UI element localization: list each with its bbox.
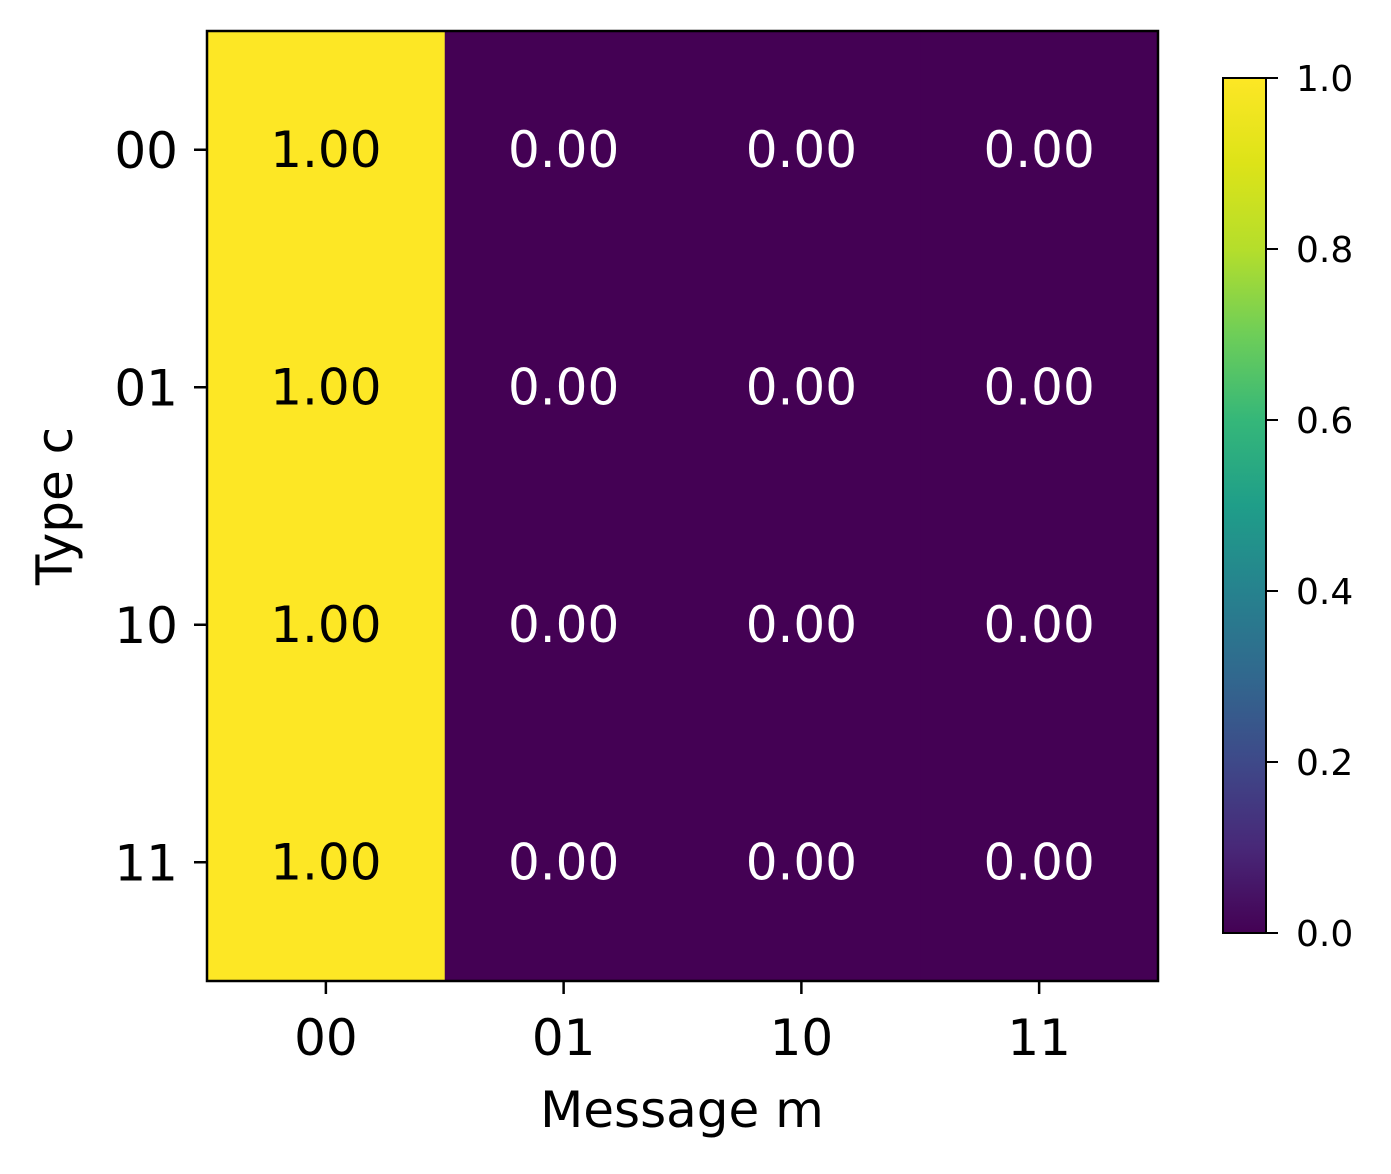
colorbar-tick-label-0.2: 0.2 — [1296, 743, 1353, 784]
cell-label-01-11: 0.00 — [983, 358, 1094, 416]
x-axis-title: Message m — [540, 1081, 824, 1139]
heatmap-cell-00-00 — [207, 31, 446, 269]
x-tick-label-00: 00 — [294, 1009, 358, 1067]
heatmap-cell-00-10 — [682, 31, 921, 269]
cell-label-11-00: 1.00 — [270, 833, 381, 891]
heatmap-cell-11-11 — [920, 743, 1159, 982]
colorbar-tick-label-0.4: 0.4 — [1296, 572, 1353, 613]
cell-label-00-10: 0.00 — [746, 121, 857, 179]
heatmap-cell-10-00 — [207, 506, 446, 744]
heatmap-cell-01-11 — [920, 268, 1159, 507]
x-tick-label-10: 10 — [770, 1009, 834, 1067]
cell-label-00-01: 0.00 — [508, 121, 619, 179]
heatmap-cell-11-10 — [682, 743, 921, 982]
y-axis: 00 01 10 11 — [114, 122, 207, 892]
heatmap-cell-01-10 — [682, 268, 921, 507]
colorbar-gradient — [1222, 77, 1267, 934]
cell-label-11-11: 0.00 — [983, 833, 1094, 891]
heatmap-cell-01-01 — [444, 268, 683, 507]
colorbar-tick-label-0.6: 0.6 — [1296, 401, 1353, 442]
heatmap-cell-00-11 — [920, 31, 1159, 269]
x-axis: 00 01 10 11 — [294, 981, 1071, 1067]
y-axis-title: Type c — [26, 427, 84, 586]
y-tick-label-10: 10 — [114, 597, 178, 655]
heatmap-cell-01-00 — [207, 268, 446, 507]
plot-frame — [205, 29, 1160, 983]
cell-labels: 1.00 0.00 0.00 0.00 1.00 0.00 0.00 0.00 1.00 0.00… — [270, 121, 1095, 892]
heatmap-cells — [207, 31, 1159, 982]
x-tick-label-01: 01 — [532, 1009, 596, 1067]
heatmap-cell-11-00 — [207, 743, 446, 982]
colorbar-tick-label-1.0: 1.0 — [1296, 59, 1353, 100]
cell-label-01-01: 0.00 — [508, 358, 619, 416]
x-tick-label-11: 11 — [1007, 1009, 1071, 1067]
colorbar: 0.0 0.2 0.4 0.6 0.8 1.0 — [1222, 59, 1353, 955]
colorbar-tick-label-0.0: 0.0 — [1296, 914, 1353, 955]
cell-label-01-00: 1.00 — [270, 358, 381, 416]
cell-label-10-01: 0.00 — [508, 596, 619, 654]
heatmap-cell-10-11 — [920, 506, 1159, 744]
cell-label-10-11: 0.00 — [983, 596, 1094, 654]
cell-label-00-11: 0.00 — [983, 121, 1094, 179]
cell-label-11-10: 0.00 — [746, 833, 857, 891]
heatmap-cell-11-01 — [444, 743, 683, 982]
heatmap-cell-10-01 — [444, 506, 683, 744]
y-tick-label-00: 00 — [114, 122, 178, 180]
heatmap-cell-10-10 — [682, 506, 921, 744]
cell-label-10-10: 0.00 — [746, 596, 857, 654]
y-tick-label-11: 11 — [114, 834, 178, 892]
heatmap-cell-00-01 — [444, 31, 683, 269]
y-tick-label-01: 01 — [114, 359, 178, 417]
colorbar-tick-label-0.8: 0.8 — [1296, 230, 1353, 271]
cell-label-11-01: 0.00 — [508, 833, 619, 891]
cell-label-00-00: 1.00 — [270, 121, 381, 179]
cell-label-01-10: 0.00 — [746, 358, 857, 416]
cell-label-10-00: 1.00 — [270, 596, 381, 654]
colorbar-ticks: 0.0 0.2 0.4 0.6 0.8 1.0 — [1266, 59, 1353, 955]
